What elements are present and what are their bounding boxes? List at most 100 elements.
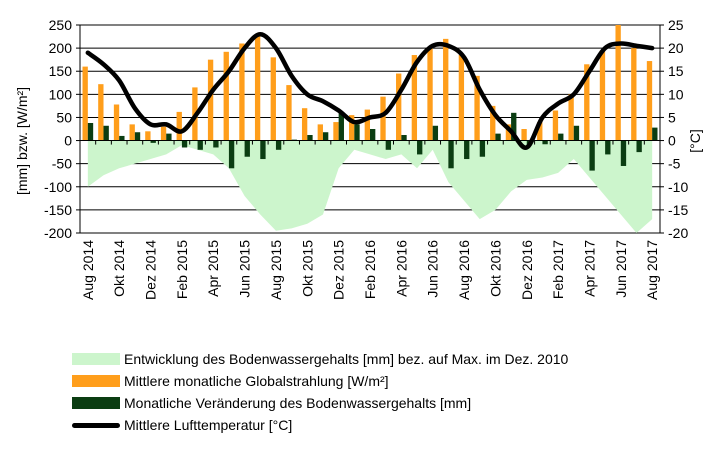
bar-soil-water-change xyxy=(197,140,203,150)
bar-global-radiation xyxy=(160,126,167,141)
bar-global-radiation xyxy=(631,48,637,141)
x-tick-label: Apr 2015 xyxy=(205,240,221,297)
bar-global-radiation xyxy=(364,109,370,141)
bar-soil-water-change xyxy=(150,140,156,143)
bar-global-radiation xyxy=(223,51,229,141)
bar-global-radiation xyxy=(552,110,559,141)
bar-global-radiation xyxy=(301,108,308,141)
x-tick-label: Aug 2017 xyxy=(644,240,660,300)
bar-soil-water-change xyxy=(542,140,548,145)
bar-global-radiation xyxy=(380,96,386,141)
x-tick-label: Okt 2014 xyxy=(111,240,127,297)
right-tick-label: 25 xyxy=(668,17,684,33)
bar-global-radiation xyxy=(474,75,480,141)
bar-global-radiation xyxy=(176,111,182,141)
x-axis-ticks: Aug 2014 Okt 2014 Dez 2014 Feb 2015 Apr 2015… xyxy=(79,140,660,300)
bar-global-radiation xyxy=(443,38,449,141)
bar-global-radiation xyxy=(254,36,261,141)
bar-soil-water-change xyxy=(464,140,470,160)
bar-soil-water-change xyxy=(166,133,172,141)
bar-soil-water-change xyxy=(354,124,360,141)
x-tick-label: Feb 2015 xyxy=(174,240,190,299)
legend-label-air-temperature: Mittlere Lufttemperatur [°C] xyxy=(124,417,293,433)
x-tick-label: Okt 2016 xyxy=(487,240,503,297)
x-tick-label: Apr 2016 xyxy=(393,240,409,297)
bar-global-radiation xyxy=(129,124,135,141)
right-tick-label: -15 xyxy=(668,202,688,218)
bar-global-radiation xyxy=(521,129,527,141)
x-tick-label: Okt 2015 xyxy=(299,240,315,297)
bar-soil-water-change xyxy=(636,140,642,153)
bar-soil-water-change xyxy=(87,122,94,141)
bar-soil-water-change xyxy=(213,140,219,148)
right-tick-label: 20 xyxy=(668,40,684,56)
bar-global-radiation xyxy=(317,124,323,141)
bar-global-radiation xyxy=(568,94,574,141)
x-tick-label: Aug 2016 xyxy=(456,240,472,300)
bar-global-radiation xyxy=(82,66,88,141)
bar-global-radiation xyxy=(348,115,355,141)
x-tick-label: Jun 2015 xyxy=(237,240,253,298)
x-tick-label: Feb 2016 xyxy=(362,240,378,299)
bar-soil-water-change xyxy=(589,140,595,171)
bar-global-radiation xyxy=(333,122,339,141)
bar-global-radiation xyxy=(396,73,402,141)
line-air-temperature xyxy=(85,31,655,150)
legend-item-air-temperature: Mittlere Lufttemperatur [°C] xyxy=(72,414,672,436)
right-tick-label: -5 xyxy=(668,156,681,172)
bar-global-radiation xyxy=(646,61,653,141)
right-tick-label: -10 xyxy=(668,179,688,195)
bar-soil-water-change xyxy=(620,140,627,166)
left-tick-label: -150 xyxy=(44,202,72,218)
legend-swatch-soil-water-area xyxy=(72,353,120,365)
bar-global-radiation xyxy=(599,50,606,141)
legend-label-soil-water-area: Entwicklung des Bodenwassergehalts [mm] … xyxy=(124,351,569,367)
x-tick-label: Dez 2016 xyxy=(519,240,535,300)
bar-soil-water-change xyxy=(275,140,282,150)
left-axis-title: [mm] bzw. [W/m²] xyxy=(14,87,30,195)
bar-soil-water-change xyxy=(181,140,188,148)
bar-soil-water-change xyxy=(103,125,109,141)
right-tick-label: 15 xyxy=(668,63,684,79)
bar-global-radiation xyxy=(490,105,496,141)
right-axis-title: [°C] xyxy=(687,129,703,153)
bars xyxy=(82,25,658,171)
bar-global-radiation xyxy=(458,55,465,141)
bar-global-radiation xyxy=(584,64,590,141)
bar-soil-water-change xyxy=(448,140,454,169)
left-tick-label: -200 xyxy=(44,225,72,241)
x-tick-label: Jun 2017 xyxy=(613,240,629,298)
x-tick-label: Jun 2016 xyxy=(425,240,441,298)
legend-swatch-air-temperature xyxy=(72,422,120,428)
left-tick-label: 100 xyxy=(49,86,73,102)
left-tick-label: -50 xyxy=(52,156,72,172)
legend-label-global-radiation: Mittlere monatliche Globalstrahlung [W/m… xyxy=(124,373,389,389)
legend: Entwicklung des Bodenwassergehalts [mm] … xyxy=(72,348,672,436)
bar-global-radiation xyxy=(537,122,543,141)
bar-global-radiation xyxy=(411,55,418,141)
left-tick-label: 50 xyxy=(56,109,72,125)
x-tick-label: Dez 2015 xyxy=(331,240,347,300)
legend-swatch-soil-water-change xyxy=(72,397,120,409)
bar-global-radiation xyxy=(98,84,104,141)
right-tick-label: -20 xyxy=(668,225,688,241)
bar-soil-water-change xyxy=(134,132,141,141)
x-tick-label: Dez 2014 xyxy=(143,240,159,300)
bar-global-radiation xyxy=(207,59,214,141)
bar-global-radiation xyxy=(615,25,621,141)
right-tick-label: 10 xyxy=(668,86,684,102)
bar-soil-water-change xyxy=(338,112,344,141)
bar-soil-water-change xyxy=(307,135,313,141)
right-axis-ticks: 25 20 15 10 5 0 -5 -10 -15 -20 xyxy=(668,17,688,241)
bar-soil-water-change xyxy=(511,112,517,141)
bar-global-radiation xyxy=(145,131,151,141)
bar-global-radiation xyxy=(286,85,292,141)
bar-global-radiation xyxy=(239,43,245,141)
left-tick-label: 0 xyxy=(64,133,72,149)
bar-soil-water-change xyxy=(432,125,439,141)
bar-soil-water-change xyxy=(495,133,501,141)
x-tick-label: Feb 2017 xyxy=(550,240,566,299)
bar-soil-water-change xyxy=(605,140,611,155)
legend-label-soil-water-change: Monatliche Veränderung des Bodenwasserge… xyxy=(124,395,472,411)
